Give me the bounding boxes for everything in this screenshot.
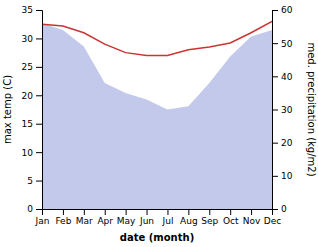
tick-mark: [84, 209, 85, 215]
plot: JanFebMarAprMayJunJulAugSepOctNovDec0510…: [22, 5, 293, 226]
tick: 0: [27, 204, 42, 214]
tick-mark: [63, 209, 64, 215]
tick-label: 0: [27, 204, 33, 214]
tick-label: Feb: [55, 216, 71, 226]
tick-mark: [36, 181, 42, 182]
tick: Oct: [223, 209, 239, 226]
tick-label: 20: [281, 138, 293, 148]
tick-mark: [105, 209, 106, 215]
tick-mark: [209, 209, 210, 215]
y-axis-title: max temp (C): [2, 75, 13, 144]
tick: Jan: [35, 209, 50, 226]
tick-mark: [272, 43, 278, 44]
tick-label: 30: [281, 105, 293, 115]
tick-mark: [36, 95, 42, 96]
y2-axis: 0 10 20 30 40 50 60: [272, 5, 293, 214]
tick-label: May: [117, 216, 136, 226]
tick-label: Mar: [76, 216, 93, 226]
tick-label: Dec: [264, 216, 281, 226]
tick-label: 10: [281, 171, 293, 181]
tick: 25: [22, 62, 42, 72]
tick-mark: [272, 143, 278, 144]
marks: [42, 21, 272, 209]
tick: May: [117, 209, 136, 226]
tick: Sep: [201, 209, 218, 226]
tick-mark: [167, 209, 168, 215]
tick-label: Jul: [162, 216, 174, 226]
tick: Dec: [264, 209, 281, 226]
chart: JanFebMarAprMayJunJulAugSepOctNovDec0510…: [0, 0, 318, 247]
tick: Mar: [76, 209, 93, 226]
tick-mark: [272, 76, 278, 77]
tick-label: 20: [22, 91, 34, 101]
tick: 40: [272, 72, 293, 82]
tick: Feb: [55, 209, 71, 226]
tick-mark: [272, 209, 278, 210]
tick: 50: [272, 39, 293, 49]
tick-mark: [36, 152, 42, 153]
tick-label: Jun: [139, 216, 154, 226]
x-axis: Jan Feb Mar Apr MayJun Jul AugSep Oct NovDec: [35, 209, 282, 226]
tick-label: 50: [281, 39, 293, 49]
line: [42, 21, 272, 55]
tick-mark: [272, 176, 278, 177]
tick: 20: [272, 138, 293, 148]
tick-mark: [230, 209, 231, 215]
y-axis: 0 5 10 15 20 25 30 35: [22, 5, 43, 214]
tick-mark: [272, 10, 278, 11]
tick: 10: [272, 171, 293, 181]
tick-mark: [251, 209, 252, 215]
tick-label: Oct: [223, 216, 239, 226]
tick-label: 30: [22, 34, 34, 44]
tick-label: 15: [22, 119, 33, 129]
axis-line: [273, 11, 279, 210]
tick-mark: [36, 10, 42, 11]
tick-label: 60: [281, 5, 293, 15]
tick: 35: [22, 5, 42, 15]
tick-label: 10: [22, 148, 34, 158]
tick: 10: [22, 148, 42, 158]
tick-mark: [36, 209, 42, 210]
tick: 15: [22, 119, 42, 129]
tick-label: Aug: [180, 216, 198, 226]
tick-label: Jan: [35, 216, 50, 226]
area: [42, 23, 272, 209]
axis-line: [43, 210, 273, 216]
tick-mark: [36, 67, 42, 68]
tick: 30: [272, 105, 293, 115]
tick-label: Nov: [243, 216, 261, 226]
y2-axis-title: med. precipitation (kg/m2): [306, 42, 317, 176]
tick: 60: [272, 5, 293, 15]
tick-label: 35: [22, 5, 33, 15]
tick: 0: [272, 204, 287, 214]
tick-mark: [126, 209, 127, 215]
tick: Jun: [139, 209, 154, 226]
x-axis-title: date (month): [120, 232, 194, 243]
tick-label: 5: [27, 176, 33, 186]
tick-label: 0: [281, 204, 287, 214]
tick: 30: [22, 34, 42, 44]
axis-line: [36, 11, 43, 210]
tick: Aug: [180, 209, 198, 226]
tick-mark: [147, 209, 148, 215]
tick-label: Apr: [97, 216, 113, 226]
tick-mark: [36, 124, 42, 125]
tick: 20: [22, 91, 42, 101]
tick: 5: [27, 176, 42, 186]
tick-label: 25: [22, 62, 33, 72]
tick-mark: [36, 38, 42, 39]
tick-label: 40: [281, 72, 293, 82]
tick: Jul: [162, 209, 174, 226]
tick: Apr: [97, 209, 113, 226]
tick-mark: [272, 110, 278, 111]
tick-mark: [188, 209, 189, 215]
tick-label: Sep: [201, 216, 218, 226]
tick: Nov: [243, 209, 261, 226]
